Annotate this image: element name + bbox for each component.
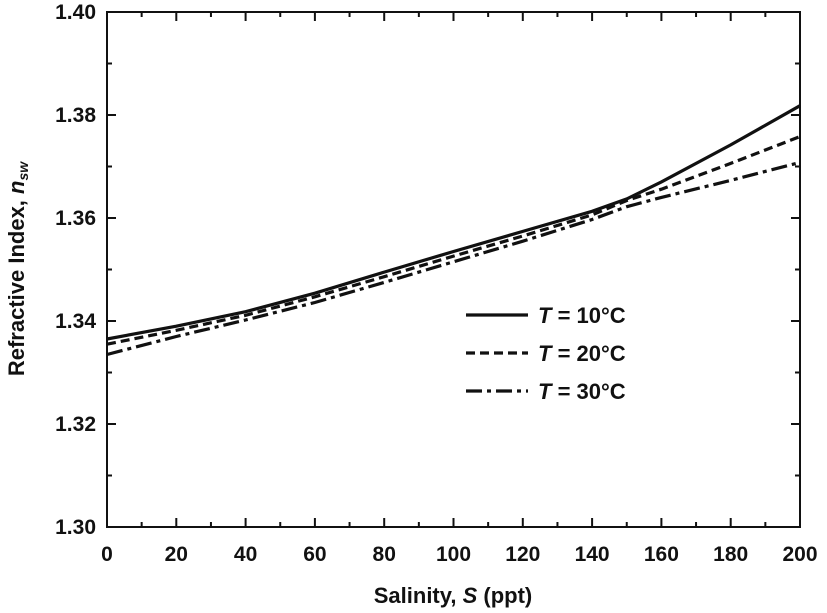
x-tick-label: 160 [644,543,679,566]
y-tick-label: 1.32 [55,413,96,436]
y-axis-title: Refractive Index, nsw [4,161,31,376]
series-line-1 [106,104,801,341]
y-tick-label: 1.30 [55,516,96,539]
x-tick-label: 140 [575,543,610,566]
x-tick-label: 20 [165,543,188,566]
y-tick-label: 1.36 [55,207,96,230]
x-axis-title: Salinity, S (ppt) [374,583,533,608]
x-tick-label: 180 [713,543,748,566]
legend: T = 10°C T = 20°C T = 30°C [466,303,626,404]
series-line-3 [106,160,801,357]
y-axis-title-var: n [4,181,29,194]
y-tick-label: 1.34 [55,310,96,333]
x-axis-title-var: S [463,583,478,608]
y-axis-title-prefix: Refractive Index, [4,194,29,376]
x-tick-label: 40 [234,543,257,566]
x-tick-label: 0 [101,543,113,566]
legend-label-2: T = 20°C [538,341,626,366]
x-tick-label: 200 [782,543,817,566]
x-tick-label: 100 [436,543,471,566]
legend-label-1: T = 10°C [538,303,626,328]
y-tick-label: 1.40 [55,1,96,24]
series-line-2 [106,135,801,346]
y-axis-title-sub: sw [15,161,31,181]
axis-ticks [106,11,801,528]
x-axis-title-prefix: Salinity, [374,583,463,608]
x-axis-title-suffix: (ppt) [477,583,532,608]
data-series [106,104,801,357]
y-tick-label: 1.38 [55,104,96,127]
plot-frame [106,11,801,528]
axis-tick-labels: 0 20 40 60 80 100 120 140 160 180 200 1.30 1.32 1.34 1… [55,1,817,566]
x-tick-label: 80 [373,543,396,566]
legend-label-3: T = 30°C [538,379,626,404]
x-tick-label: 120 [505,543,540,566]
x-tick-label: 60 [303,543,326,566]
